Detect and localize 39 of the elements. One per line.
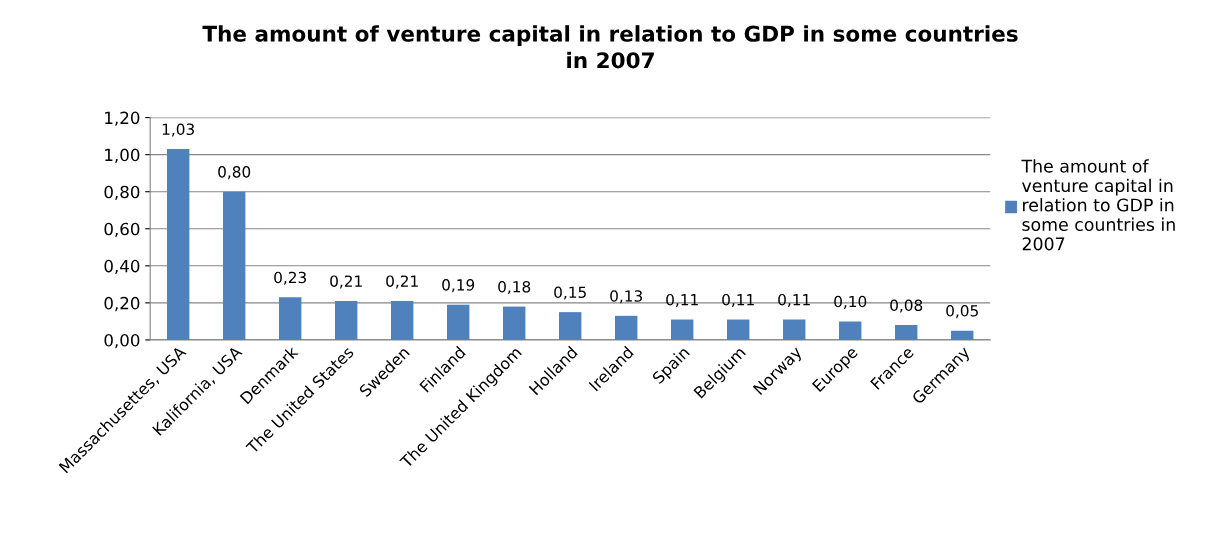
y-tick-label: 0,00 <box>104 333 140 349</box>
data-label: 0,10 <box>834 295 867 309</box>
y-tick-label: 0,20 <box>104 296 140 312</box>
bar <box>895 325 918 340</box>
data-label: 0,11 <box>722 293 754 308</box>
data-label: 0,05 <box>946 305 978 319</box>
data-label: 0,11 <box>666 293 698 308</box>
bar <box>447 304 470 340</box>
legend-label: The amount of venture capital in relation to GDP in some countries in 2007 <box>1021 159 1175 251</box>
data-label: 0,13 <box>610 290 642 304</box>
data-label: 0,11 <box>778 293 810 308</box>
bar <box>166 149 190 340</box>
data-label: 0,80 <box>218 166 251 180</box>
data-label: 1,03 <box>162 123 194 137</box>
bar <box>783 319 806 340</box>
bar <box>559 312 582 340</box>
bar <box>278 297 302 340</box>
data-label: 0,18 <box>498 280 531 295</box>
chart-title: The amount of venture capital in relation to GDP in some countries in 2007 <box>202 25 1018 69</box>
bar <box>951 330 974 340</box>
y-tick-label: 0,80 <box>104 185 140 200</box>
data-label: 0,19 <box>442 279 475 293</box>
bar <box>615 315 638 340</box>
y-tick-label: 1,20 <box>105 111 140 126</box>
y-tick-label: 0,40 <box>104 259 140 275</box>
bar <box>671 319 694 340</box>
data-label: 0,15 <box>554 286 586 300</box>
data-label: 0,08 <box>890 299 923 313</box>
bar <box>391 301 414 340</box>
bar <box>503 306 526 340</box>
y-tick-label: 1,00 <box>105 148 140 163</box>
bar <box>334 301 358 340</box>
bar <box>222 191 246 340</box>
data-label: 0,21 <box>330 275 362 289</box>
data-label: 0,23 <box>274 271 306 285</box>
data-label: 0,21 <box>386 275 418 289</box>
bar <box>839 321 862 340</box>
y-tick-label: 0,60 <box>104 222 140 238</box>
bar <box>727 319 750 340</box>
